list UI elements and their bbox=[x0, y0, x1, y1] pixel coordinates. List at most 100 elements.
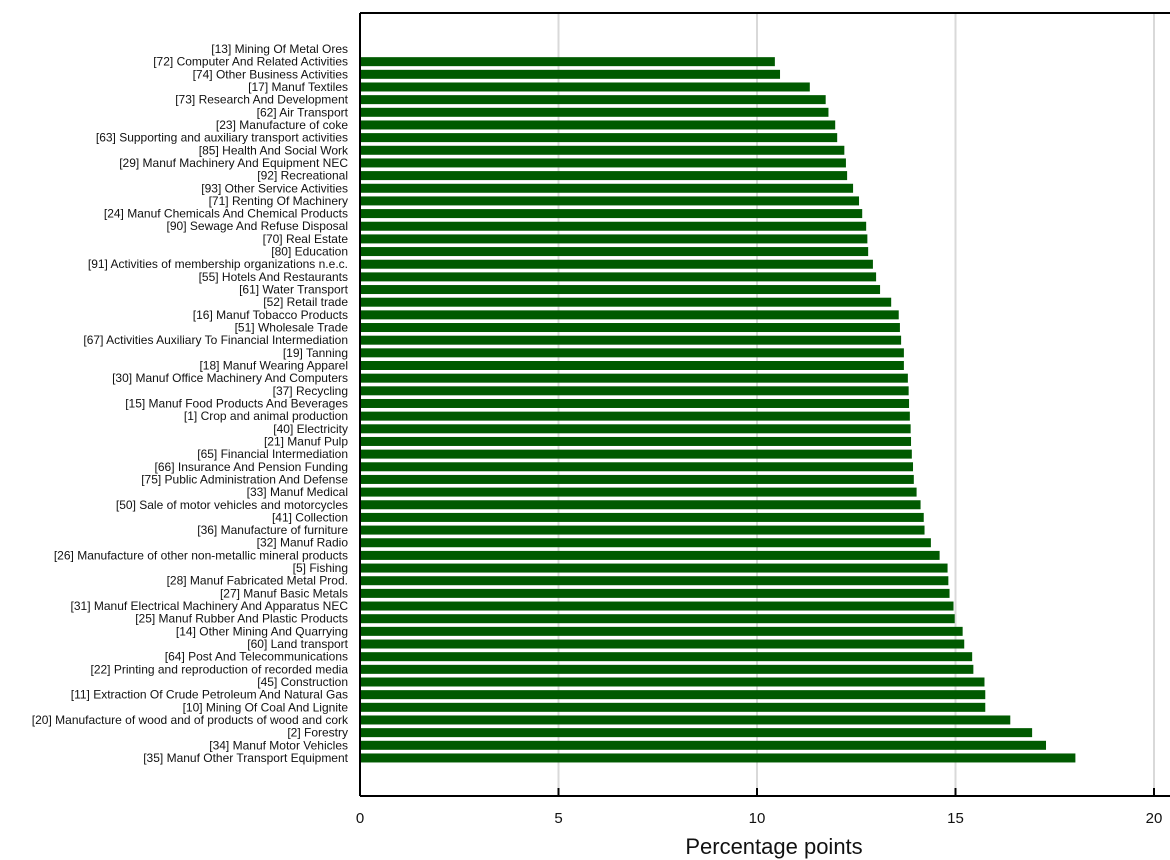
bar bbox=[360, 626, 963, 636]
bar bbox=[360, 525, 925, 535]
category-label: [15] Manuf Food Products And Beverages bbox=[125, 396, 348, 410]
category-label: [28] Manuf Fabricated Metal Prod. bbox=[167, 574, 348, 588]
category-label: [37] Recycling bbox=[273, 384, 348, 398]
x-axis-title: Percentage points bbox=[685, 834, 862, 859]
bar bbox=[360, 576, 949, 586]
category-label: [11] Extraction Of Crude Petroleum And N… bbox=[71, 688, 348, 702]
bar bbox=[360, 500, 921, 510]
x-tick-label: 10 bbox=[749, 810, 766, 827]
category-label: [29] Manuf Machinery And Equipment NEC bbox=[119, 156, 348, 170]
bar bbox=[360, 550, 940, 560]
bar bbox=[360, 82, 810, 92]
bar bbox=[360, 474, 914, 484]
bar bbox=[360, 196, 860, 206]
bar bbox=[360, 272, 877, 282]
bar bbox=[360, 652, 973, 662]
bar bbox=[360, 95, 826, 105]
bar bbox=[360, 120, 836, 130]
category-label: [32] Manuf Radio bbox=[257, 536, 349, 550]
bar bbox=[360, 664, 974, 674]
category-labels: [13] Mining Of Metal Ores[72] Computer A… bbox=[32, 42, 349, 765]
x-tick-label: 20 bbox=[1146, 810, 1163, 827]
bar bbox=[360, 740, 1047, 750]
category-label: [35] Manuf Other Transport Equipment bbox=[143, 751, 348, 765]
bar bbox=[360, 411, 910, 421]
category-label: [31] Manuf Electrical Machinery And Appa… bbox=[71, 599, 349, 613]
category-label: [16] Manuf Tobacco Products bbox=[193, 308, 348, 322]
bar bbox=[360, 285, 881, 295]
category-label: [14] Other Mining And Quarrying bbox=[176, 624, 348, 638]
bar bbox=[360, 715, 1011, 725]
category-label: [85] Health And Social Work bbox=[199, 143, 349, 157]
bar bbox=[360, 677, 985, 687]
bar bbox=[360, 259, 873, 269]
category-label: [62] Air Transport bbox=[257, 105, 349, 119]
x-tick-label: 15 bbox=[947, 810, 964, 827]
category-label: [51] Wholesale Trade bbox=[235, 321, 349, 335]
category-label: [1] Crop and animal production bbox=[184, 409, 348, 423]
bar bbox=[360, 563, 948, 573]
bar bbox=[360, 373, 908, 383]
category-label: [23] Manufacture of coke bbox=[216, 118, 348, 132]
bar bbox=[360, 310, 899, 320]
bar bbox=[360, 436, 912, 446]
category-label: [26] Manufacture of other non-metallic m… bbox=[54, 548, 348, 562]
category-label: [52] Retail trade bbox=[263, 295, 348, 309]
bar bbox=[360, 728, 1033, 738]
bar bbox=[360, 398, 910, 408]
category-label: [18] Manuf Wearing Apparel bbox=[199, 359, 348, 373]
category-label: [72] Computer And Related Activities bbox=[153, 55, 348, 69]
category-label: [65] Financial Intermediation bbox=[197, 447, 348, 461]
category-label: [73] Research And Development bbox=[175, 93, 348, 107]
bars bbox=[360, 57, 1076, 763]
category-label: [10] Mining Of Coal And Lignite bbox=[183, 700, 349, 714]
bar bbox=[360, 348, 904, 358]
category-label: [45] Construction bbox=[257, 675, 348, 689]
bar bbox=[360, 107, 829, 117]
bar bbox=[360, 690, 986, 700]
category-label: [90] Sewage And Refuse Disposal bbox=[167, 219, 348, 233]
bar bbox=[360, 209, 863, 219]
bar bbox=[360, 171, 848, 181]
bar bbox=[360, 247, 869, 257]
bar bbox=[360, 133, 838, 143]
bar bbox=[360, 221, 867, 231]
category-label: [34] Manuf Motor Vehicles bbox=[209, 738, 348, 752]
category-label: [41] Collection bbox=[272, 510, 348, 524]
category-label: [13] Mining Of Metal Ores bbox=[211, 42, 348, 56]
bar bbox=[360, 297, 892, 307]
category-label: [93] Other Service Activities bbox=[201, 181, 348, 195]
category-label: [21] Manuf Pulp bbox=[264, 434, 348, 448]
bar bbox=[360, 335, 902, 345]
category-label: [55] Hotels And Restaurants bbox=[199, 270, 348, 284]
bar bbox=[360, 462, 914, 472]
bar bbox=[360, 69, 781, 79]
bar bbox=[360, 57, 775, 67]
bar bbox=[360, 538, 931, 548]
bar bbox=[360, 601, 954, 611]
x-axis-ticks: 0 5 10 15 20 bbox=[356, 788, 1163, 827]
bar bbox=[360, 361, 904, 370]
category-label: [60] Land transport bbox=[247, 637, 348, 651]
bar bbox=[360, 386, 909, 396]
category-label: [2] Forestry bbox=[287, 726, 348, 740]
category-label: [24] Manuf Chemicals And Chemical Produc… bbox=[104, 207, 348, 221]
category-label: [75] Public Administration And Defense bbox=[141, 472, 348, 486]
category-label: [22] Printing and reproduction of record… bbox=[91, 662, 349, 676]
category-label: [19] Tanning bbox=[283, 346, 348, 360]
category-label: [64] Post And Telecommunications bbox=[165, 650, 348, 664]
category-label: [36] Manufacture of furniture bbox=[197, 523, 348, 537]
bar bbox=[360, 753, 1076, 763]
category-label: [67] Activities Auxiliary To Financial I… bbox=[83, 333, 348, 347]
category-label: [40] Electricity bbox=[273, 422, 348, 436]
bar bbox=[360, 424, 911, 434]
category-label: [20] Manufacture of wood and of products… bbox=[32, 713, 349, 727]
category-label: [30] Manuf Office Machinery And Computer… bbox=[112, 371, 348, 385]
bar bbox=[360, 449, 912, 459]
category-label: [91] Activities of membership organizati… bbox=[88, 257, 348, 271]
category-label: [25] Manuf Rubber And Plastic Products bbox=[135, 612, 348, 626]
bar bbox=[360, 234, 868, 244]
bar bbox=[360, 512, 924, 522]
category-label: [80] Education bbox=[271, 245, 348, 259]
category-label: [71] Renting Of Machinery bbox=[209, 194, 348, 208]
